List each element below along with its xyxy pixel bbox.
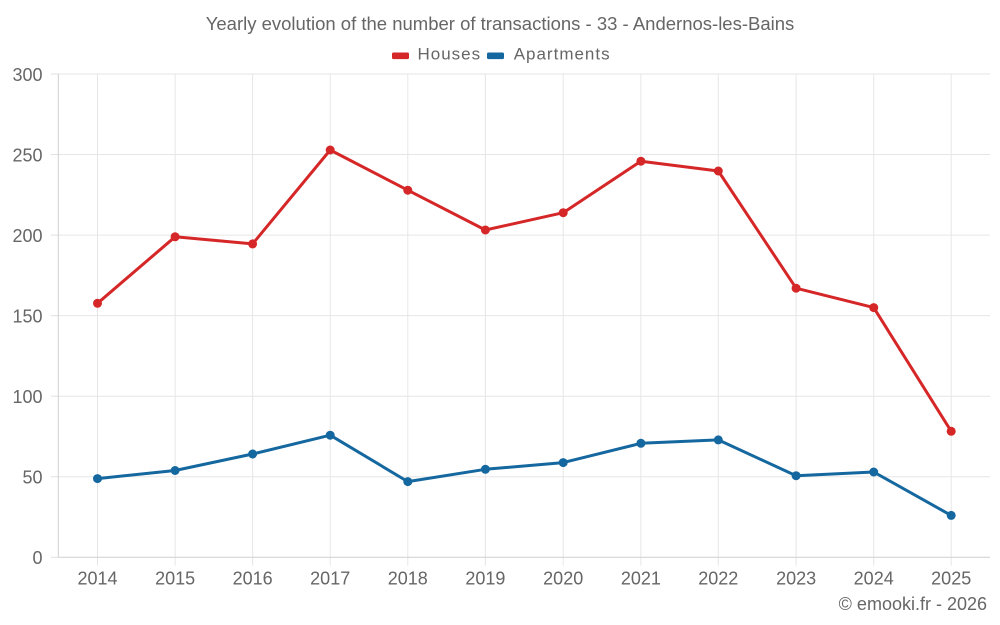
svg-text:300: 300: [12, 65, 42, 85]
svg-text:Houses: Houses: [418, 45, 482, 64]
svg-text:2018: 2018: [388, 569, 428, 589]
svg-text:© emooki.fr - 2026: © emooki.fr - 2026: [839, 594, 987, 614]
svg-text:2020: 2020: [543, 569, 583, 589]
svg-text:50: 50: [22, 468, 42, 488]
svg-text:2015: 2015: [155, 569, 195, 589]
svg-text:250: 250: [12, 145, 42, 165]
svg-text:200: 200: [12, 226, 42, 246]
svg-text:Yearly evolution of the number: Yearly evolution of the number of transa…: [206, 13, 795, 34]
svg-text:2016: 2016: [233, 569, 273, 589]
svg-text:0: 0: [32, 548, 42, 568]
svg-text:2022: 2022: [698, 569, 738, 589]
svg-text:2014: 2014: [77, 569, 117, 589]
svg-text:150: 150: [12, 306, 42, 326]
svg-text:2025: 2025: [931, 569, 971, 589]
svg-text:2024: 2024: [854, 569, 894, 589]
svg-text:2017: 2017: [310, 569, 350, 589]
svg-text:2023: 2023: [776, 569, 816, 589]
svg-text:2021: 2021: [621, 569, 661, 589]
svg-text:2019: 2019: [465, 569, 505, 589]
svg-text:100: 100: [12, 387, 42, 407]
svg-text:Apartments: Apartments: [514, 45, 611, 64]
